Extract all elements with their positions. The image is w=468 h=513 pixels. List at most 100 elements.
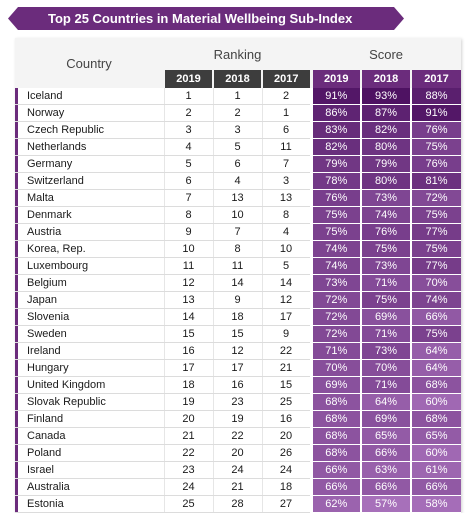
score-cell-2018: 75% bbox=[360, 240, 412, 258]
rank-cell-2019: 10 bbox=[163, 240, 213, 258]
score-cell-2017: 66% bbox=[410, 308, 462, 326]
wellbeing-table: Country Ranking Score 2019 2018 2017 201… bbox=[15, 38, 462, 513]
table-row: Netherlands 4 5 11 82% 80% 75% bbox=[15, 138, 462, 156]
score-cell-2019: 83% bbox=[309, 121, 362, 139]
country-cell: Malta bbox=[15, 189, 164, 207]
score-cell-2017: 76% bbox=[410, 155, 462, 173]
rank-cell-2019: 14 bbox=[163, 308, 213, 326]
score-cell-2018: 65% bbox=[360, 427, 412, 445]
row-marker bbox=[15, 479, 18, 495]
country-cell: Iceland bbox=[15, 88, 164, 105]
country-cell: Slovenia bbox=[15, 308, 164, 326]
score-cell-2017: 75% bbox=[410, 138, 462, 156]
score-cell-2017: 66% bbox=[410, 478, 462, 496]
score-cell-2019: 74% bbox=[309, 240, 362, 258]
rank-cell-2019: 4 bbox=[163, 138, 213, 156]
country-cell: Czech Republic bbox=[15, 121, 164, 139]
table-row: Austria 9 7 4 75% 76% 77% bbox=[15, 223, 462, 241]
score-cell-2017: 75% bbox=[410, 206, 462, 224]
row-marker bbox=[15, 224, 18, 240]
country-cell: Switzerland bbox=[15, 172, 164, 190]
rank-cell-2019: 21 bbox=[163, 427, 213, 445]
score-cell-2017: 64% bbox=[410, 342, 462, 360]
rank-cell-2019: 6 bbox=[163, 172, 213, 190]
rank-cell-2019: 20 bbox=[163, 410, 213, 428]
country-name: Denmark bbox=[27, 209, 72, 221]
country-cell: Hungary bbox=[15, 359, 164, 377]
country-cell: United Kingdom bbox=[15, 376, 164, 394]
score-cell-2018: 71% bbox=[360, 325, 412, 343]
rank-cell-2018: 17 bbox=[212, 359, 262, 377]
country-cell: Korea, Rep. bbox=[15, 240, 164, 258]
rank-cell-2017: 24 bbox=[261, 461, 312, 479]
country-cell: Norway bbox=[15, 104, 164, 122]
rank-cell-2019: 2 bbox=[163, 104, 213, 122]
ranking-year-2018: 2018 bbox=[212, 70, 262, 88]
score-cell-2018: 69% bbox=[360, 308, 412, 326]
table-row: Belgium 12 14 14 73% 71% 70% bbox=[15, 274, 462, 292]
rank-cell-2017: 1 bbox=[261, 104, 312, 122]
score-cell-2018: 87% bbox=[360, 104, 412, 122]
country-name: Australia bbox=[27, 481, 70, 493]
table-row: Poland 22 20 26 68% 66% 60% bbox=[15, 444, 462, 462]
table-row: Australia 24 21 18 66% 66% 66% bbox=[15, 478, 462, 496]
rank-cell-2017: 15 bbox=[261, 376, 312, 394]
score-cell-2018: 74% bbox=[360, 206, 412, 224]
rank-cell-2017: 13 bbox=[261, 189, 312, 207]
row-marker bbox=[15, 343, 18, 359]
score-cell-2018: 76% bbox=[360, 223, 412, 241]
rank-cell-2019: 24 bbox=[163, 478, 213, 496]
score-cell-2018: 73% bbox=[360, 189, 412, 207]
country-name: Canada bbox=[27, 430, 66, 442]
table-row: Iceland 1 1 2 91% 93% 88% bbox=[15, 88, 462, 105]
rank-cell-2017: 21 bbox=[261, 359, 312, 377]
country-cell: Poland bbox=[15, 444, 164, 462]
row-marker bbox=[15, 207, 18, 223]
score-cell-2019: 75% bbox=[309, 223, 362, 241]
score-year-2019: 2019 bbox=[309, 70, 362, 88]
score-cell-2019: 76% bbox=[309, 189, 362, 207]
rank-cell-2017: 4 bbox=[261, 223, 312, 241]
country-cell: Belgium bbox=[15, 274, 164, 292]
rank-cell-2019: 1 bbox=[163, 88, 213, 105]
rank-cell-2017: 8 bbox=[261, 206, 312, 224]
score-cell-2017: 60% bbox=[410, 393, 462, 411]
score-cell-2018: 80% bbox=[360, 138, 412, 156]
score-cell-2017: 70% bbox=[410, 274, 462, 292]
row-marker bbox=[15, 122, 18, 138]
score-cell-2018: 63% bbox=[360, 461, 412, 479]
row-marker bbox=[15, 190, 18, 206]
score-cell-2018: 80% bbox=[360, 172, 412, 190]
row-marker bbox=[15, 377, 18, 393]
rank-cell-2018: 5 bbox=[212, 138, 262, 156]
country-name: Korea, Rep. bbox=[27, 243, 86, 255]
country-name: Finland bbox=[27, 413, 64, 425]
score-cell-2018: 64% bbox=[360, 393, 412, 411]
rank-cell-2019: 7 bbox=[163, 189, 213, 207]
score-cell-2019: 78% bbox=[309, 172, 362, 190]
rank-cell-2018: 11 bbox=[212, 257, 262, 275]
row-marker bbox=[15, 275, 18, 291]
rank-cell-2018: 18 bbox=[212, 308, 262, 326]
rank-cell-2017: 20 bbox=[261, 427, 312, 445]
country-cell: Israel bbox=[15, 461, 164, 479]
country-name: Slovak Republic bbox=[27, 396, 106, 408]
score-cell-2018: 71% bbox=[360, 376, 412, 394]
rank-cell-2019: 18 bbox=[163, 376, 213, 394]
rank-cell-2017: 3 bbox=[261, 172, 312, 190]
rank-cell-2018: 6 bbox=[212, 155, 262, 173]
row-marker bbox=[15, 292, 18, 308]
row-marker bbox=[15, 88, 18, 104]
country-cell: Austria bbox=[15, 223, 164, 241]
country-name: Belgium bbox=[27, 277, 67, 289]
score-cell-2017: 68% bbox=[410, 376, 462, 394]
rank-cell-2019: 8 bbox=[163, 206, 213, 224]
rank-cell-2018: 14 bbox=[212, 274, 262, 292]
rank-cell-2018: 21 bbox=[212, 478, 262, 496]
row-marker bbox=[15, 496, 18, 512]
ranking-year-2017: 2017 bbox=[260, 70, 312, 88]
table-row: Japan 13 9 12 72% 75% 74% bbox=[15, 291, 462, 309]
score-cell-2018: 66% bbox=[360, 478, 412, 496]
row-marker bbox=[15, 258, 18, 274]
country-name: Austria bbox=[27, 226, 62, 238]
